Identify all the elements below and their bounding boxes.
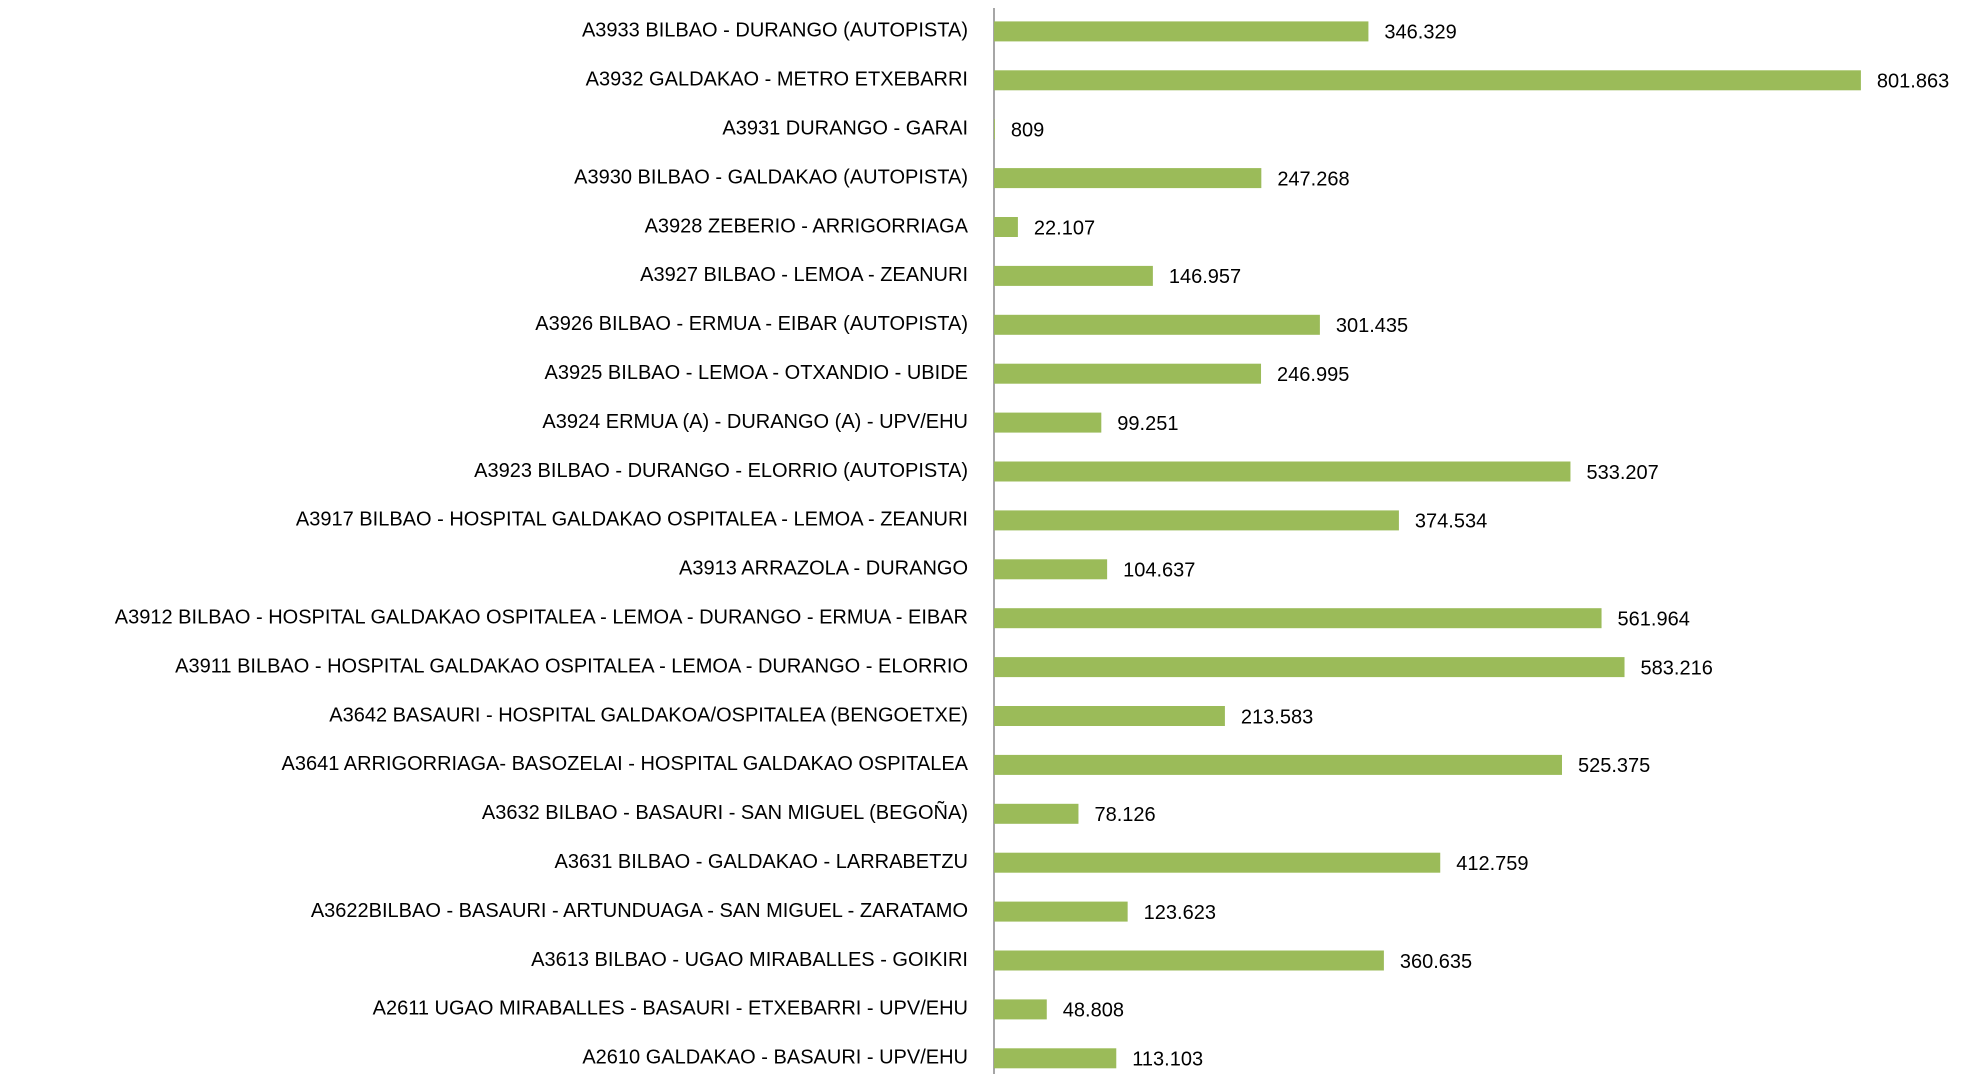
bar <box>994 706 1225 726</box>
data-label: 533.207 <box>1586 462 1658 484</box>
bar <box>994 950 1384 971</box>
y-tick-label: A3933 BILBAO - DURANGO (AUTOPISTA) <box>582 20 968 42</box>
bar <box>994 217 1018 237</box>
y-tick-label: A3622BILBAO - BASAURI - ARTUNDUAGA - SAN… <box>311 900 968 922</box>
y-tick-label: A3641 ARRIGORRIAGA- BASOZELAI - HOSPITAL… <box>281 753 968 775</box>
data-label: 301.435 <box>1336 315 1408 337</box>
bar <box>994 21 1369 42</box>
data-label: 801.863 <box>1877 71 1949 93</box>
bar <box>994 265 1153 286</box>
y-tick-label: A3926 BILBAO - ERMUA - EIBAR (AUTOPISTA) <box>535 313 968 335</box>
data-label: 104.637 <box>1123 560 1195 582</box>
y-tick-label: A3613 BILBAO - UGAO MIRABALLES - GOIKIRI <box>531 949 968 971</box>
bar <box>994 754 1562 775</box>
data-label: 360.635 <box>1400 951 1472 973</box>
y-tick-label: A3923 BILBAO - DURANGO - ELORRIO (AUTOPI… <box>474 460 968 482</box>
y-tick-label: A2611 UGAO MIRABALLES - BASAURI - ETXEBA… <box>373 998 968 1020</box>
bar <box>994 119 995 140</box>
data-label: 412.759 <box>1456 853 1528 875</box>
data-label: 213.583 <box>1241 706 1313 728</box>
data-label: 146.957 <box>1169 266 1241 288</box>
y-tick-label: A3932 GALDAKAO - METRO ETXEBARRI <box>586 69 968 91</box>
y-tick-label: A3911 BILBAO - HOSPITAL GALDAKAO OSPITAL… <box>175 655 968 677</box>
y-tick-label: A3924 ERMUA (A) - DURANGO (A) - UPV/EHU <box>542 411 968 433</box>
y-tick-label: A3925 BILBAO - LEMOA - OTXANDIO - UBIDE <box>545 362 968 384</box>
bar <box>994 852 1441 873</box>
data-label: 99.251 <box>1117 413 1178 435</box>
data-label: 22.107 <box>1034 217 1095 239</box>
bar <box>994 901 1128 922</box>
y-tick-label: A2610 GALDAKAO - BASAURI - UPV/EHU <box>582 1047 968 1069</box>
bar <box>994 803 1079 824</box>
data-label: 246.995 <box>1277 364 1349 386</box>
data-label: 809 <box>1011 119 1044 141</box>
bar <box>994 461 1571 482</box>
y-tick-label: A3642 BASAURI - HOSPITAL GALDAKOA/OSPITA… <box>329 704 968 726</box>
data-label: 123.623 <box>1144 902 1216 924</box>
data-label: 113.103 <box>1132 1049 1203 1071</box>
y-tick-label: A3930 BILBAO - GALDAKAO (AUTOPISTA) <box>574 166 968 188</box>
bar <box>994 510 1399 531</box>
bar <box>994 657 1625 678</box>
bar <box>994 412 1102 433</box>
y-tick-label: A3912 BILBAO - HOSPITAL GALDAKAO OSPITAL… <box>115 606 968 628</box>
bar <box>994 314 1320 335</box>
data-label: 583.216 <box>1641 657 1713 679</box>
y-tick-label: A3931 DURANGO - GARAI <box>722 117 968 139</box>
bar <box>994 363 1262 384</box>
bar <box>994 559 1108 580</box>
y-tick-label: A3631 BILBAO - GALDAKAO - LARRABETZU <box>555 851 968 873</box>
bar <box>994 168 1262 189</box>
data-label: 247.268 <box>1277 168 1349 190</box>
y-tick-label: A3913 ARRAZOLA - DURANGO <box>679 558 968 580</box>
y-tick-label: A3927 BILBAO - LEMOA - ZEANURI <box>640 264 968 286</box>
data-label: 374.534 <box>1415 511 1487 533</box>
bar <box>994 70 1861 91</box>
data-label: 48.808 <box>1063 1000 1124 1022</box>
bar <box>994 999 1047 1020</box>
y-tick-label: A3917 BILBAO - HOSPITAL GALDAKAO OSPITAL… <box>296 509 968 531</box>
y-tick-label: A3632 BILBAO - BASAURI - SAN MIGUEL (BEG… <box>482 800 968 824</box>
bar <box>994 608 1602 629</box>
data-label: 561.964 <box>1618 608 1690 630</box>
data-label: 78.126 <box>1094 804 1155 826</box>
data-label: 346.329 <box>1384 22 1456 44</box>
data-label: 525.375 <box>1578 755 1650 777</box>
bar <box>994 1048 1117 1069</box>
y-tick-label: A3928 ZEBERIO - ARRIGORRIAGA <box>645 215 969 237</box>
